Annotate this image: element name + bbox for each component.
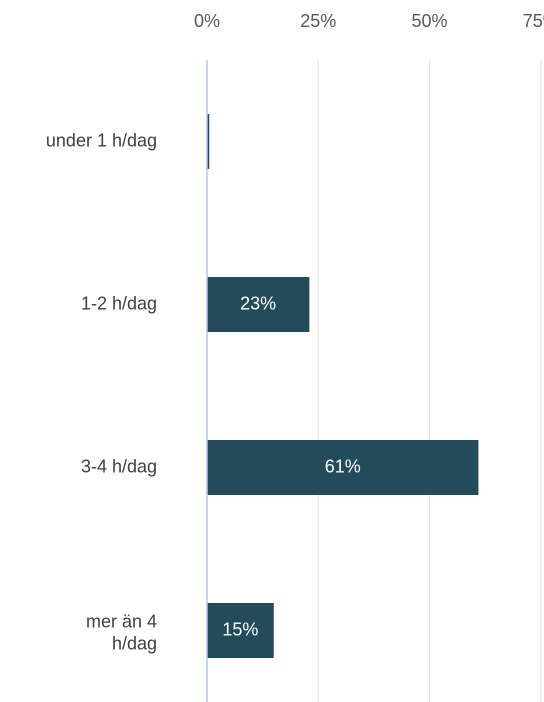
category-label-1: 1-2 h/dag [81,293,157,313]
data-label-2: 61% [325,456,361,476]
category-label-3-line-0: mer än 4 [86,611,157,631]
x-tick-label-75: 75% [523,11,544,31]
x-tick-label-0: 0% [194,11,220,31]
x-axis-tick-labels: 0% 25% 50% 75% [194,11,544,31]
x-tick-label-25: 25% [300,11,336,31]
category-labels: under 1 h/dag 1-2 h/dag 3-4 h/dag mer än 4h… [46,130,157,653]
bar-2 [207,440,479,495]
data-label-3: 15% [222,619,258,639]
data-label-1: 23% [240,293,276,313]
category-label-2: 3-4 h/dag [81,456,157,476]
category-label-3-line-1: h/dag [112,633,157,653]
bar-3 [207,603,274,658]
data-labels: 23% 61% 15% [222,293,360,639]
bar-0 [207,114,210,169]
category-label-0: under 1 h/dag [46,130,157,150]
x-tick-label-50: 50% [411,11,447,31]
bars [207,114,479,658]
bar-1 [207,277,310,332]
gridlines [317,60,542,702]
